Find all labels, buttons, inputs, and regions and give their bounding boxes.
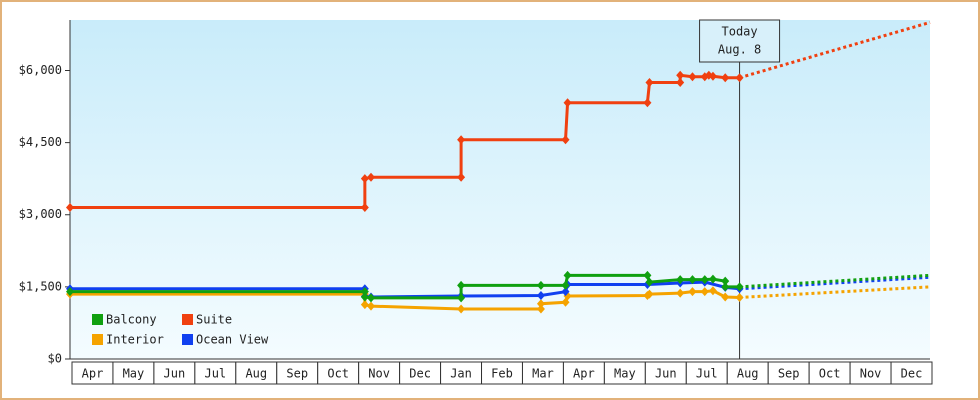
- x-tick-label: Oct: [327, 367, 349, 381]
- point: [688, 275, 697, 285]
- point: [700, 287, 709, 297]
- point: [360, 300, 369, 310]
- point: [457, 172, 466, 182]
- point: [561, 287, 570, 297]
- x-tick-label: Dec: [409, 367, 431, 381]
- legend-swatch: [182, 334, 193, 345]
- x-tick-label: May: [614, 367, 636, 381]
- point: [688, 72, 697, 82]
- point: [360, 292, 369, 302]
- point: [563, 270, 572, 280]
- point: [708, 71, 717, 81]
- point: [676, 275, 685, 285]
- point: [688, 287, 697, 297]
- point: [676, 78, 685, 88]
- y-tick-label: $0: [48, 352, 62, 366]
- point: [708, 286, 717, 296]
- legend-label: Ocean View: [196, 333, 269, 347]
- x-tick-label: Sep: [778, 367, 800, 381]
- y-tick-label: $3,000: [19, 207, 62, 221]
- point: [676, 70, 685, 80]
- today-date: Aug. 8: [718, 43, 761, 57]
- x-tick-label: Oct: [819, 367, 841, 381]
- point: [735, 292, 744, 302]
- month-box: [890, 361, 933, 385]
- legend-swatch: [92, 334, 103, 345]
- x-tick-label: May: [123, 367, 145, 381]
- point: [457, 135, 466, 145]
- legend-label: Balcony: [106, 313, 157, 327]
- point: [735, 282, 744, 292]
- x-tick-label: Jul: [696, 367, 718, 381]
- x-tick-label: Apr: [82, 367, 104, 381]
- x-tick-label: Jul: [204, 367, 226, 381]
- x-tick-label: Dec: [901, 367, 923, 381]
- x-tick-label: Jan: [450, 367, 472, 381]
- point: [721, 282, 730, 292]
- legend-swatch: [92, 314, 103, 325]
- point: [708, 274, 717, 284]
- point: [66, 287, 74, 297]
- point: [536, 304, 545, 314]
- point: [360, 174, 369, 184]
- forecast-line: [739, 273, 931, 289]
- point: [645, 277, 654, 287]
- point: [457, 304, 466, 314]
- point: [360, 287, 369, 297]
- y-tick-label: $4,500: [19, 135, 62, 149]
- point: [721, 292, 730, 302]
- legend-label: Interior: [106, 333, 164, 347]
- point: [676, 288, 685, 298]
- point: [367, 293, 375, 303]
- point: [367, 172, 375, 182]
- x-tick-label: Sep: [286, 367, 308, 381]
- x-tick-label: Aug: [245, 367, 267, 381]
- forecast-line: [739, 285, 931, 299]
- point: [536, 280, 545, 290]
- x-tick-label: Nov: [860, 367, 882, 381]
- point: [367, 301, 375, 311]
- forecast-line: [739, 275, 931, 291]
- y-tick-label: $6,000: [19, 63, 62, 77]
- point: [561, 280, 570, 290]
- x-tick-label: Jun: [164, 367, 186, 381]
- point: [563, 98, 572, 108]
- point: [700, 275, 709, 285]
- y-tick-label: $1,500: [19, 279, 62, 293]
- point: [721, 73, 730, 83]
- point: [66, 203, 74, 213]
- point: [645, 78, 654, 88]
- point: [457, 293, 466, 303]
- point: [360, 203, 369, 213]
- point: [735, 73, 744, 83]
- point: [536, 291, 545, 301]
- x-tick-label: Mar: [532, 367, 554, 381]
- point: [645, 289, 654, 299]
- today-label: Today: [722, 25, 758, 39]
- plot-area: [70, 20, 930, 359]
- x-tick-label: Aug: [737, 367, 759, 381]
- point: [561, 135, 570, 145]
- point: [536, 299, 545, 309]
- point: [643, 270, 652, 280]
- point: [721, 276, 730, 286]
- legend-label: Suite: [196, 313, 232, 327]
- x-tick-label: Feb: [491, 367, 513, 381]
- x-tick-label: Nov: [368, 367, 390, 381]
- point: [457, 280, 466, 290]
- x-tick-label: Jun: [655, 367, 677, 381]
- x-tick-label: Apr: [573, 367, 595, 381]
- point: [643, 98, 652, 108]
- legend-swatch: [182, 314, 193, 325]
- today-box: [699, 19, 781, 63]
